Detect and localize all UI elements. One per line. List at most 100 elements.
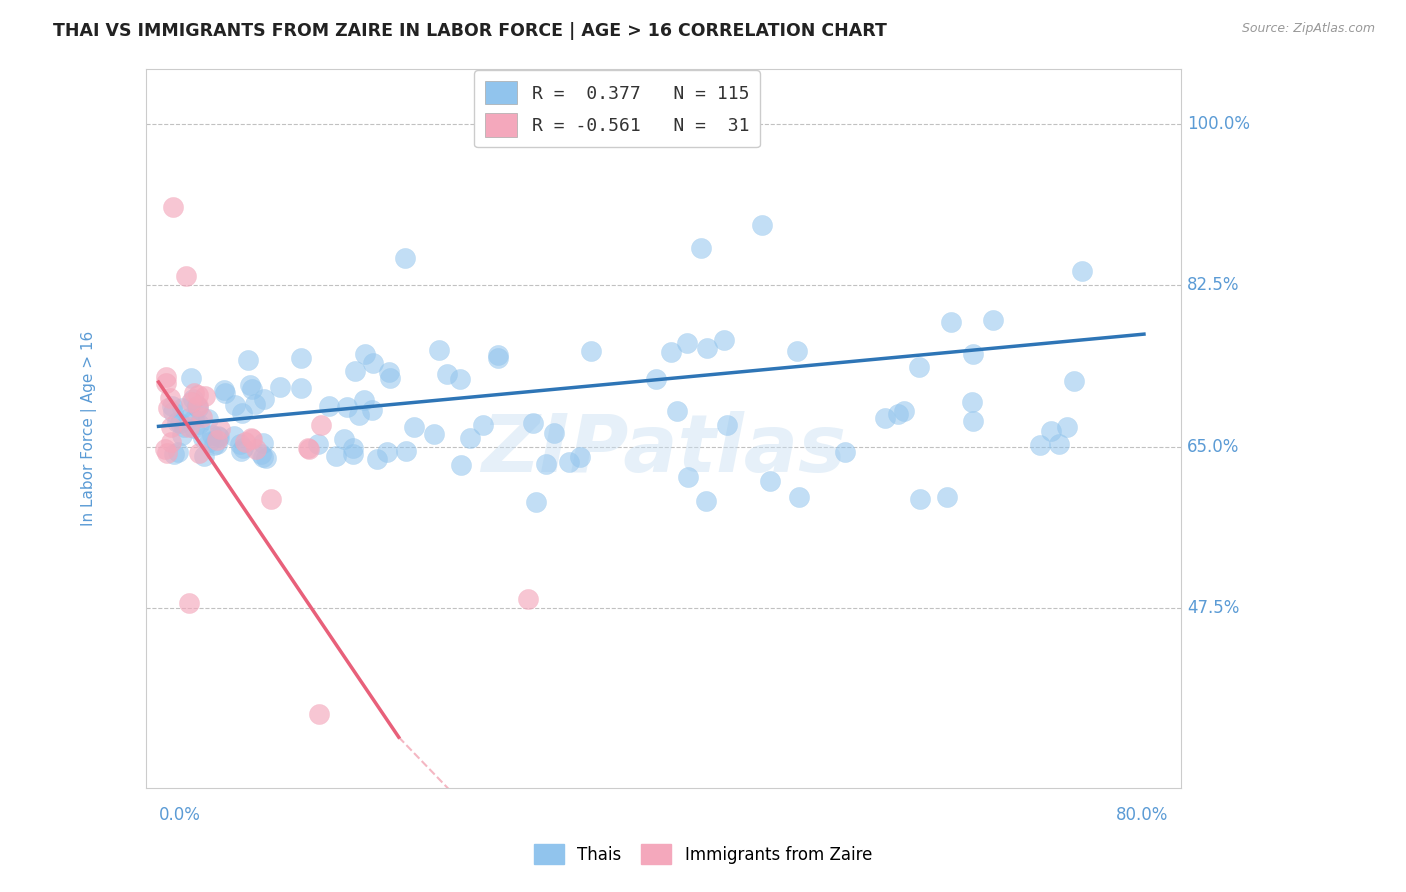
Point [169,417,191,431]
Point [208,422,231,436]
Point [713,333,735,347]
Point [939,315,962,329]
Point [908,360,931,375]
Point [347,409,370,423]
Legend: Thais, Immigrants from Zaire: Thais, Immigrants from Zaire [527,838,879,871]
Point [689,241,711,255]
Point [450,458,472,473]
Point [177,410,200,425]
Point [360,403,382,417]
Point [404,420,426,434]
Point [318,400,340,414]
Point [159,435,181,450]
Text: 82.5%: 82.5% [1187,277,1240,294]
Point [472,417,495,432]
Point [224,429,246,443]
Point [183,385,205,400]
Point [377,445,399,459]
Point [170,428,193,442]
Point [254,450,277,465]
Point [156,401,179,416]
Text: 80.0%: 80.0% [1116,806,1168,824]
Text: Source: ZipAtlas.com: Source: ZipAtlas.com [1241,22,1375,36]
Point [659,344,682,359]
Text: 100.0%: 100.0% [1187,115,1250,133]
Point [427,343,450,358]
Point [787,491,810,505]
Point [191,410,214,425]
Point [260,491,283,506]
Point [394,251,416,265]
Point [163,447,186,461]
Point [695,494,717,508]
Point [207,429,229,443]
Text: ZIPatlas: ZIPatlas [481,411,846,489]
Point [224,398,246,412]
Point [252,436,274,450]
Point [183,421,205,435]
Point [449,371,471,385]
Point [758,474,780,488]
Point [242,432,264,446]
Point [153,442,176,456]
Point [887,407,910,421]
Point [307,437,329,451]
Text: 47.5%: 47.5% [1187,599,1240,617]
Point [353,347,375,361]
Point [311,418,333,433]
Point [194,389,217,403]
Point [543,425,565,440]
Point [177,419,200,434]
Point [197,412,219,426]
Point [290,381,312,395]
Point [252,450,274,464]
Point [186,399,208,413]
Point [786,343,808,358]
Point [569,450,592,464]
Point [170,401,193,415]
Point [644,371,666,385]
Point [1063,375,1085,389]
Point [1029,437,1052,451]
Point [160,420,183,434]
Point [333,432,356,446]
Point [517,591,540,606]
Point [183,411,205,425]
Point [893,404,915,418]
Point [336,400,359,414]
Point [205,437,228,451]
Point [458,431,481,445]
Point [233,435,256,450]
Point [486,348,509,362]
Point [962,347,984,361]
Point [162,405,184,419]
Point [174,268,197,283]
Text: 0.0%: 0.0% [159,806,201,824]
Point [229,437,252,451]
Text: 65.0%: 65.0% [1187,438,1240,456]
Point [239,378,262,392]
Point [298,442,321,456]
Point [581,344,603,359]
Point [875,411,897,425]
Point [159,391,181,405]
Point [558,455,581,469]
Point [665,404,688,418]
Point [193,431,215,445]
Point [342,441,364,455]
Point [908,492,931,507]
Point [981,312,1004,326]
Point [187,445,209,459]
Point [1047,437,1070,451]
Point [1040,424,1063,438]
Point [696,341,718,355]
Point [173,419,195,434]
Point [935,490,957,504]
Point [1056,420,1078,434]
Point [193,449,215,463]
Point [180,394,202,409]
Point [212,383,235,397]
Point [232,442,254,456]
Point [186,399,208,413]
Point [187,388,209,402]
